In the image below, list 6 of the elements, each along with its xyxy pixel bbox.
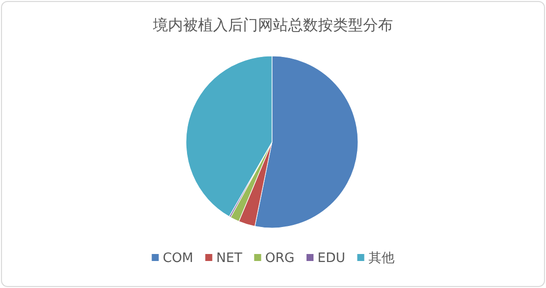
chart-title: 境内被植入后门网站总数按类型分布 xyxy=(152,16,393,34)
legend-label: EDU xyxy=(318,251,346,266)
legend-label: COM xyxy=(162,251,194,266)
legend-label: 其他 xyxy=(368,251,394,266)
legend-label: ORG xyxy=(265,251,295,266)
legend-label: NET xyxy=(216,251,242,266)
